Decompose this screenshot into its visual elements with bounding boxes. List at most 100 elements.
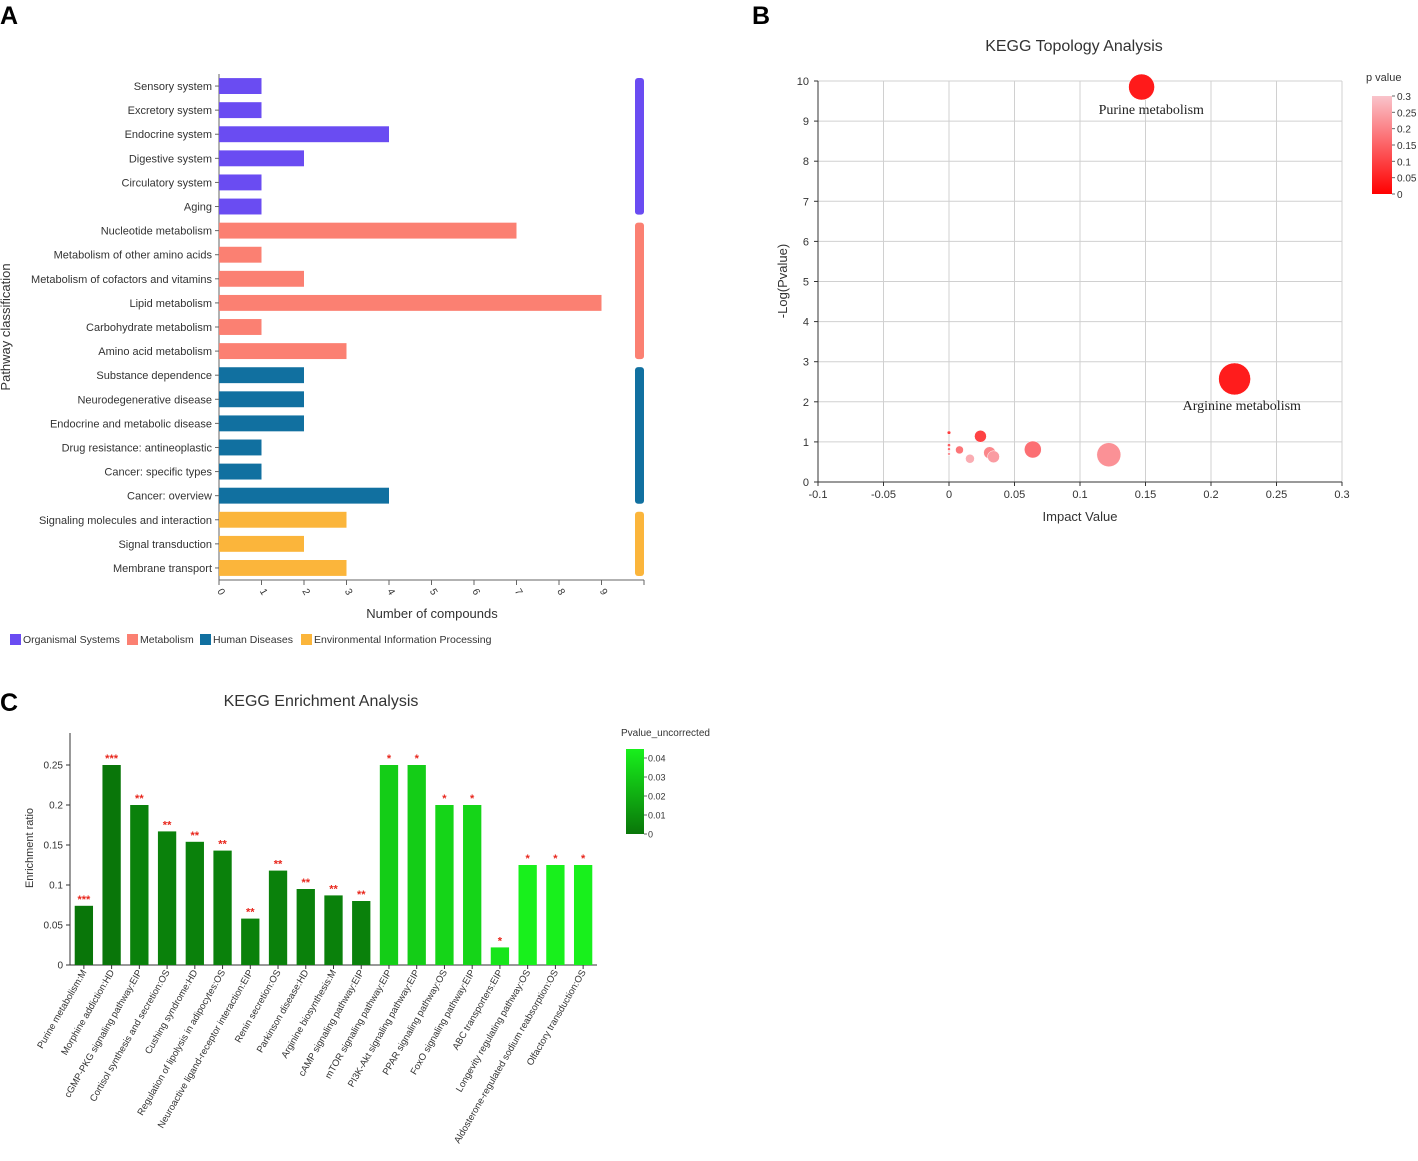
panel-b-point-label: Arginine metabolism <box>1183 399 1301 414</box>
panel-a-xtick-label: 3 <box>342 587 355 598</box>
panel-b-point <box>987 450 1000 463</box>
panel-a-category-label: Carbohydrate metabolism <box>86 322 212 334</box>
panel-a-bar <box>219 535 304 552</box>
panel-b-topology: KEGG Topology Analysis -Log(Pvalue) Impa… <box>775 38 1417 524</box>
panel-a-xtick-label: 2 <box>299 587 312 598</box>
panel-b-ytick-label: 9 <box>803 116 809 128</box>
panel-c-ylabel: Enrichment ratio <box>24 808 36 888</box>
panel-c-bar <box>268 870 288 965</box>
panel-c-significance: *** <box>77 894 91 906</box>
panel-b-point <box>974 430 987 443</box>
panel-b-point <box>1128 73 1155 101</box>
panel-c-significance: ** <box>246 907 255 919</box>
panel-c-title: KEGG Enrichment Analysis <box>224 693 419 710</box>
panel-c-ytick-label: 0.2 <box>49 801 63 812</box>
panel-a-legend-swatch <box>10 634 21 645</box>
panel-a-bar <box>219 367 304 384</box>
panel-b-xtick-label: 0.3 <box>1334 489 1349 501</box>
panel-a-category-label: Aging <box>184 202 212 214</box>
panel-a-category-label: Cancer: overview <box>127 491 212 503</box>
panel-b-colorbar <box>1372 96 1392 194</box>
panel-c-significance: * <box>442 793 447 805</box>
panel-b-ylabel: -Log(Pvalue) <box>775 244 790 318</box>
panel-c-category-label: Aldosterone-regulated sodium reabsorptio… <box>452 968 561 1145</box>
panel-c-ytick-label: 0.1 <box>49 881 63 892</box>
panel-a-xtick-label: 9 <box>597 587 610 598</box>
panel-c-bar <box>324 895 343 965</box>
panel-a-group-bar <box>635 78 644 215</box>
panel-a-xtick-label: 0 <box>214 587 227 598</box>
panel-c-significance: ** <box>191 830 200 842</box>
panel-c-bar <box>241 918 260 965</box>
panel-a-bar <box>219 319 262 335</box>
panel-a-ylabel: Pathway classification <box>0 263 13 390</box>
panel-c-category-label: Purine metabolism:M <box>35 968 89 1051</box>
panel-b-ytick-label: 2 <box>803 397 809 409</box>
panel-c-bar <box>185 841 204 965</box>
panel-c-bar <box>379 765 399 965</box>
panel-c-colorbar-tick-label: 0 <box>648 830 653 840</box>
panel-a-category-label: Drug resistance: antineoplastic <box>62 442 213 454</box>
panel-a-bar <box>219 222 517 239</box>
panel-c-bar <box>102 765 121 965</box>
panel-c-bar <box>518 865 537 965</box>
panel-b-ytick-label: 10 <box>797 76 809 88</box>
panel-b-point <box>947 443 951 447</box>
panel-a-xlabel: Number of compounds <box>366 606 498 621</box>
panel-a-category-label: Sensory system <box>134 81 212 93</box>
panel-b-title: KEGG Topology Analysis <box>985 38 1163 55</box>
panel-a-legend-swatch <box>301 634 312 645</box>
panel-c-bar <box>546 865 565 965</box>
panel-c-bar <box>573 865 593 965</box>
panel-b-ytick-label: 6 <box>803 236 809 248</box>
panel-c-colorbar-tick-label: 0.02 <box>648 792 666 802</box>
panel-c-ytick-label: 0.05 <box>44 921 64 932</box>
panel-b-point <box>955 445 964 455</box>
panel-a-bar <box>219 487 389 504</box>
panel-b-point <box>1024 440 1042 459</box>
panel-b-ytick-label: 0 <box>803 477 809 489</box>
panel-a-bar <box>219 198 262 215</box>
panel-a-category-label: Metabolism of cofactors and vitamins <box>31 274 212 286</box>
panel-b-xtick-label: -0.05 <box>871 489 896 501</box>
panel-a-xtick-label: 1 <box>257 587 270 598</box>
panel-a-legend-label: Environmental Information Processing <box>314 634 492 646</box>
panel-a-group-bar <box>635 367 644 504</box>
panel-c-significance: ** <box>357 889 366 901</box>
panel-a-legend-swatch <box>127 634 138 645</box>
panel-a-bar <box>219 246 262 263</box>
panel-b-ytick-label: 7 <box>803 196 809 208</box>
panel-a-bar <box>219 439 262 456</box>
panel-c-colorbar-title: Pvalue_uncorrected <box>621 728 710 739</box>
panel-c-significance: * <box>415 753 420 765</box>
panel-a-legend-swatch <box>200 634 211 645</box>
panel-letter-a: A <box>0 2 18 30</box>
panel-b-xtick-label: 0.2 <box>1203 489 1218 501</box>
panel-a-category-label: Nucleotide metabolism <box>101 226 212 238</box>
panel-b-xtick-label: 0.05 <box>1004 489 1025 501</box>
panel-b-xtick-label: 0 <box>946 489 952 501</box>
panel-c-bar <box>352 901 371 965</box>
panel-a-category-label: Signaling molecules and interaction <box>39 515 212 527</box>
panel-b-point <box>947 447 951 451</box>
panel-b-colorbar-tick-label: 0.2 <box>1397 125 1411 136</box>
panel-c-bar <box>157 831 177 965</box>
panel-c-significance: ** <box>329 883 338 895</box>
panel-a-category-label: Circulatory system <box>122 177 212 189</box>
panel-b-xtick-label: 0.15 <box>1135 489 1156 501</box>
panel-c-significance: *** <box>105 753 119 765</box>
panel-c-significance: * <box>581 853 586 865</box>
panel-b-xtick-label: -0.1 <box>809 489 828 501</box>
panel-b-colorbar-tick-label: 0.25 <box>1397 108 1417 119</box>
panel-a-category-label: Digestive system <box>129 153 212 165</box>
panel-c-colorbar-tick-label: 0.04 <box>648 754 666 764</box>
panel-b-xtick-label: 0.25 <box>1266 489 1287 501</box>
panel-b-colorbar-tick-label: 0 <box>1397 190 1403 201</box>
panel-b-colorbar-tick-label: 0.05 <box>1397 174 1417 185</box>
panel-c-significance: ** <box>218 839 227 851</box>
panel-a-category-label: Lipid metabolism <box>129 298 212 310</box>
panel-a-bar <box>219 511 347 528</box>
panel-c-bar <box>130 805 149 965</box>
panel-c-category-label: Cushing syndrome:HD <box>143 968 200 1056</box>
panel-a-category-label: Cancer: specific types <box>104 467 212 479</box>
